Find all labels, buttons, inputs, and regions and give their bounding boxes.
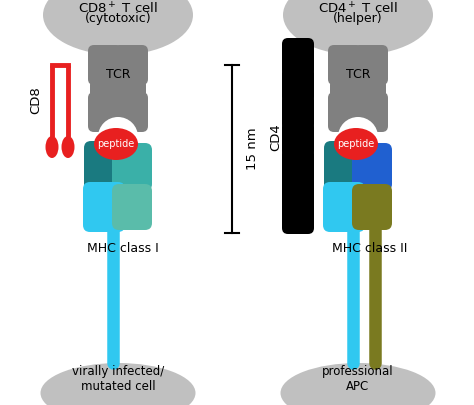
FancyBboxPatch shape (282, 38, 314, 76)
Text: virally infected/
mutated cell: virally infected/ mutated cell (72, 364, 164, 394)
FancyBboxPatch shape (114, 45, 148, 85)
FancyBboxPatch shape (352, 184, 392, 230)
FancyBboxPatch shape (114, 92, 148, 132)
FancyBboxPatch shape (88, 92, 122, 132)
FancyBboxPatch shape (282, 121, 314, 157)
FancyBboxPatch shape (282, 67, 314, 103)
FancyBboxPatch shape (354, 92, 388, 132)
FancyBboxPatch shape (90, 81, 108, 103)
Ellipse shape (40, 363, 195, 405)
Text: peptide: peptide (97, 139, 135, 149)
FancyBboxPatch shape (88, 45, 122, 85)
Text: peptide: peptide (337, 139, 374, 149)
FancyBboxPatch shape (323, 182, 365, 232)
Text: CD4$^+$ T cell: CD4$^+$ T cell (318, 1, 398, 16)
Text: professional
APC: professional APC (322, 364, 394, 394)
Ellipse shape (62, 136, 74, 158)
FancyBboxPatch shape (102, 81, 120, 103)
FancyBboxPatch shape (112, 143, 152, 191)
FancyBboxPatch shape (84, 141, 124, 193)
Ellipse shape (46, 136, 58, 158)
Text: CD4: CD4 (270, 123, 283, 151)
FancyBboxPatch shape (356, 81, 374, 103)
FancyBboxPatch shape (282, 200, 314, 234)
Ellipse shape (43, 0, 193, 55)
Circle shape (98, 117, 138, 157)
FancyBboxPatch shape (328, 92, 362, 132)
FancyBboxPatch shape (368, 81, 386, 103)
FancyBboxPatch shape (282, 174, 314, 210)
Ellipse shape (94, 128, 138, 160)
FancyBboxPatch shape (342, 81, 360, 103)
Ellipse shape (283, 0, 433, 55)
FancyBboxPatch shape (282, 94, 314, 130)
FancyBboxPatch shape (324, 141, 364, 193)
FancyBboxPatch shape (83, 182, 125, 232)
Circle shape (338, 117, 378, 157)
Text: (helper): (helper) (333, 12, 383, 25)
FancyBboxPatch shape (112, 184, 152, 230)
Ellipse shape (334, 128, 378, 160)
Text: CD8: CD8 (29, 86, 43, 114)
Text: MHC class II: MHC class II (332, 242, 408, 255)
FancyBboxPatch shape (282, 148, 314, 184)
Text: TCR: TCR (346, 68, 370, 81)
FancyBboxPatch shape (128, 81, 146, 103)
Text: (cytotoxic): (cytotoxic) (85, 12, 151, 25)
Text: TCR: TCR (106, 68, 130, 81)
FancyBboxPatch shape (354, 45, 388, 85)
FancyBboxPatch shape (328, 45, 362, 85)
Ellipse shape (281, 363, 436, 405)
Text: CD8$^+$ T cell: CD8$^+$ T cell (78, 1, 158, 16)
Text: 15 nm: 15 nm (246, 128, 259, 171)
FancyBboxPatch shape (352, 143, 392, 191)
Text: MHC class I: MHC class I (87, 242, 159, 255)
FancyBboxPatch shape (116, 81, 134, 103)
FancyBboxPatch shape (330, 81, 348, 103)
